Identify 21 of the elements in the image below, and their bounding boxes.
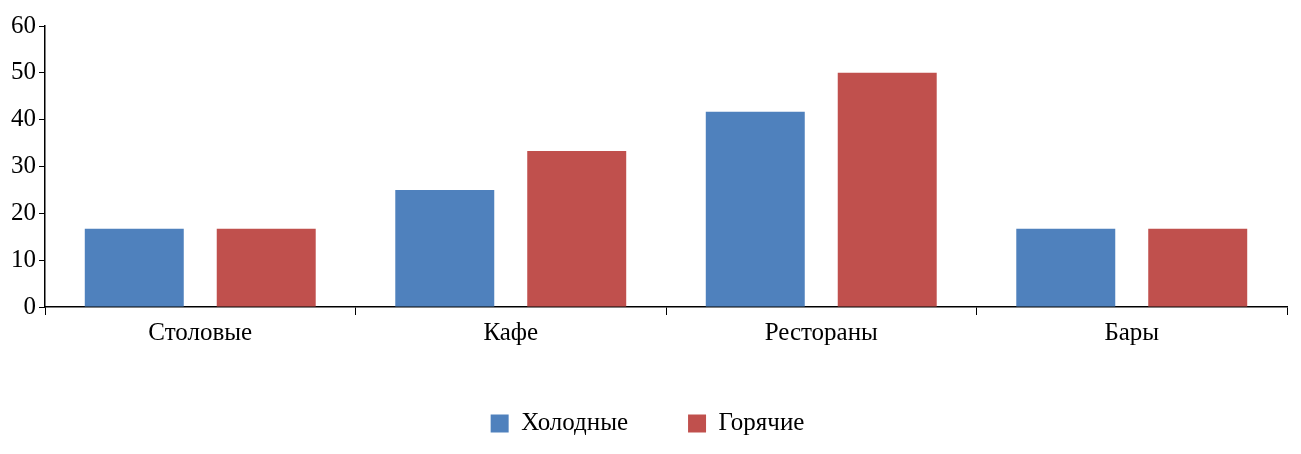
y-tick-label: 40 — [11, 104, 36, 132]
bar — [395, 189, 495, 307]
bar — [527, 151, 627, 307]
y-tick-label: 30 — [11, 151, 36, 179]
bar — [705, 111, 805, 307]
legend-label: Горячие — [718, 408, 805, 436]
y-tick-label: 20 — [11, 197, 36, 225]
x-tick-label: Бары — [1104, 317, 1160, 345]
legend-label: Холодные — [521, 408, 629, 436]
x-tick-label: Рестораны — [764, 317, 879, 345]
bar — [216, 228, 316, 307]
y-tick-label: 50 — [11, 57, 36, 85]
y-tick-label: 10 — [11, 244, 36, 272]
x-tick-label: Кафе — [483, 317, 539, 345]
bar — [1148, 228, 1248, 307]
y-tick-label: 60 — [11, 10, 36, 38]
bar — [84, 228, 184, 307]
y-tick-label: 0 — [23, 291, 36, 319]
bar — [1016, 228, 1116, 307]
x-tick-label: Столовые — [148, 317, 253, 345]
bar — [837, 72, 937, 307]
